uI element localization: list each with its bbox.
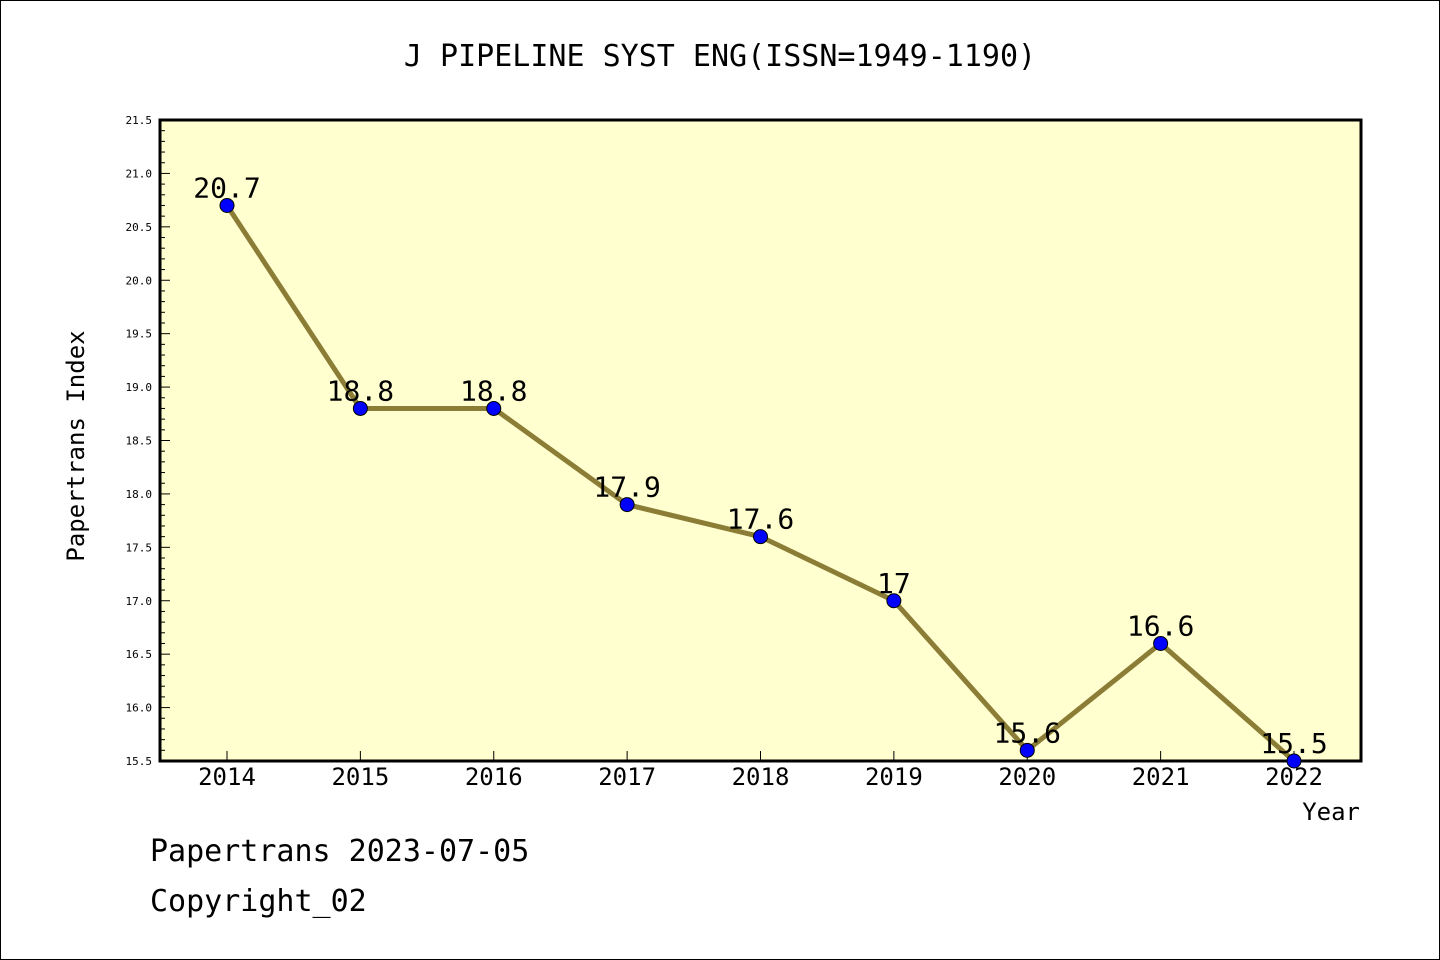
- y-tick-label: 19.5: [126, 328, 153, 341]
- x-axis-ticks: 2014 2015 2016 2017 2018 2019 2020 2021 2022: [198, 751, 1323, 791]
- data-label: 16.6: [1127, 609, 1194, 642]
- data-point: [753, 529, 768, 545]
- y-tick-label: 21.0: [126, 167, 153, 180]
- x-tick-label: 2015: [331, 763, 389, 791]
- y-tick-label: 17.0: [126, 595, 153, 608]
- x-tick-label: 2021: [1132, 763, 1190, 791]
- data-point: [886, 593, 902, 609]
- data-point: [1153, 635, 1169, 651]
- data-label: 18.8: [327, 374, 394, 407]
- data-label: 15.5: [1260, 727, 1327, 760]
- footer-source-date: Papertrans 2023-07-05: [150, 834, 530, 869]
- data-label: 17.6: [727, 503, 794, 536]
- chart-title: J PIPELINE SYST ENG(ISSN=1949-1190): [404, 39, 1036, 74]
- data-point: [486, 400, 502, 416]
- data-point: [1019, 742, 1035, 758]
- data-label: 17.9: [593, 471, 660, 504]
- y-tick-label: 18.0: [126, 488, 153, 501]
- data-labels: 20.7 18.8 18.8 17.9 17.6 17 15.6 16.6 15.5: [193, 171, 1327, 760]
- plot-area: [158, 118, 1363, 763]
- x-tick-label: 2019: [865, 763, 923, 791]
- y-axis-label: Papertrans Index: [62, 330, 90, 561]
- x-tick-label: 2014: [198, 763, 256, 791]
- data-markers: [219, 197, 1302, 769]
- data-label: 17: [877, 567, 911, 600]
- y-tick-label: 18.5: [126, 435, 153, 448]
- data-point: [619, 497, 635, 513]
- y-tick-label: 19.0: [126, 381, 153, 394]
- y-axis-ticks: 15.5 16.0 16.5 17.0 17.5 18.0 18.5 19.0 19.5 20.0…: [126, 114, 170, 768]
- x-tick-label: 2016: [465, 763, 523, 791]
- y-tick-label: 16.0: [126, 702, 153, 715]
- y-tick-label: 20.5: [126, 221, 153, 234]
- data-label: 20.7: [193, 171, 260, 204]
- x-tick-label: 2020: [998, 763, 1056, 791]
- data-label: 18.8: [460, 374, 527, 407]
- footer-copyright: Copyright_02: [150, 884, 367, 919]
- y-tick-label: 16.5: [126, 648, 153, 661]
- x-tick-label: 2017: [598, 763, 656, 791]
- x-axis-label: Year: [1302, 798, 1360, 826]
- data-point: [219, 197, 235, 213]
- y-tick-label: 17.5: [126, 541, 153, 554]
- data-point: [352, 400, 368, 416]
- data-label: 15.6: [994, 716, 1061, 749]
- y-tick-label: 20.0: [126, 274, 153, 287]
- y-tick-label: 21.5: [126, 114, 153, 127]
- x-tick-label: 2018: [732, 763, 790, 791]
- y-tick-label: 15.5: [126, 755, 153, 768]
- data-point: [1286, 753, 1302, 769]
